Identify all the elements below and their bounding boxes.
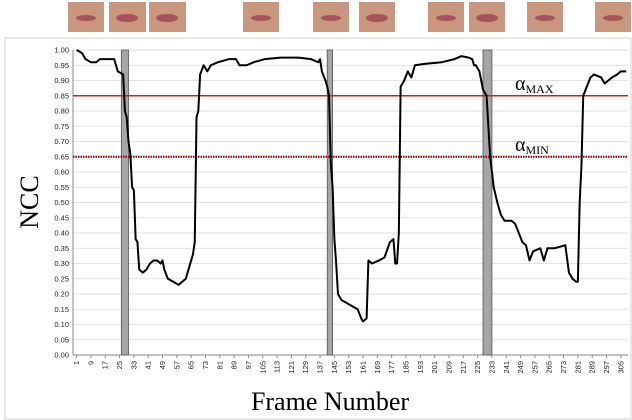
y-tick-label: 0.80 [54, 107, 69, 116]
x-tick-label: 225 [473, 361, 482, 374]
y-tick-label: 0.55 [54, 183, 69, 192]
y-tick-label: 1.00 [54, 46, 69, 55]
y-tick-label: 0.15 [54, 305, 69, 314]
x-tick-label: 145 [330, 361, 339, 374]
x-tick-label: 209 [444, 361, 453, 374]
x-tick-label: 185 [402, 361, 411, 374]
x-tick-label: 97 [244, 361, 253, 369]
chart: NCC Frame Number 0.00 0.05 0.10 0.15 0.20 0.2… [0, 0, 632, 420]
threshold-symbol: α [515, 73, 526, 95]
threshold-subscript: MAX [525, 82, 553, 96]
x-tick-label: 49 [158, 361, 167, 369]
y-tick-label: 0.30 [54, 259, 69, 268]
threshold-subscript: MIN [525, 143, 549, 157]
x-tick-label: 57 [172, 361, 181, 369]
x-tick-label: 177 [387, 361, 396, 374]
x-axis-label: Frame Number [251, 387, 409, 416]
x-tick-label: 169 [373, 361, 382, 374]
x-tick-label: 89 [230, 361, 239, 369]
x-tick-label: 41 [144, 361, 153, 369]
y-tick-label: 0.60 [54, 168, 69, 177]
x-tick-label: 9 [86, 361, 95, 365]
y-tick-label: 0.05 [54, 335, 69, 344]
x-tick-label: 153 [344, 361, 353, 374]
y-tick-label: 0.25 [54, 274, 69, 283]
x-tick-label: 281 [573, 361, 582, 374]
x-tick-label: 121 [287, 361, 296, 374]
x-tick-label: 73 [201, 361, 210, 369]
x-tick-label: 81 [215, 361, 224, 369]
x-tick-label: 297 [602, 361, 611, 374]
x-tick-label: 25 [115, 361, 124, 369]
thumbnails [68, 2, 631, 32]
x-tick-label: 161 [359, 361, 368, 374]
y-tick-label: 0.75 [54, 122, 69, 131]
y-tick-label: 0.70 [54, 137, 69, 146]
x-tick-label: 257 [530, 361, 539, 374]
x-tick-label: 1 [72, 361, 81, 365]
y-tick-label: 0.10 [54, 320, 69, 329]
y-tick-label: 0.65 [54, 152, 69, 161]
x-tick-label: 265 [545, 361, 554, 374]
x-tick-label: 65 [187, 361, 196, 369]
y-tick-label: 0.40 [54, 229, 69, 238]
x-tick-label: 105 [258, 361, 267, 374]
y-tick-label: 0.85 [54, 91, 69, 100]
y-tick-label: 0.45 [54, 213, 69, 222]
x-tick-label: 113 [273, 361, 282, 373]
page: NCC Frame Number 0.00 0.05 0.10 0.15 0.20 0.2… [0, 0, 632, 420]
threshold-symbol: α [515, 134, 526, 156]
x-tick-label: 241 [502, 361, 511, 374]
x-tick-label: 137 [316, 361, 325, 374]
x-tick-label: 17 [101, 361, 110, 369]
x-tick-label: 129 [301, 361, 310, 374]
x-tick-label: 217 [459, 361, 468, 374]
x-tick-label: 273 [559, 361, 568, 374]
y-tick-label: 0.90 [54, 76, 69, 85]
x-tick-label: 249 [516, 361, 525, 374]
x-tick-label: 305 [616, 361, 625, 374]
y-tick-label: 0.50 [54, 198, 69, 207]
y-tick-label: 0.00 [54, 351, 69, 360]
y-tick-label: 0.95 [54, 61, 69, 70]
x-tick-label: 233 [487, 361, 496, 374]
x-tick-label: 33 [129, 361, 138, 369]
y-axis-label: NCC [15, 175, 44, 228]
y-tick-label: 0.20 [54, 290, 69, 299]
y-tick-label: 0.35 [54, 244, 69, 253]
x-tick-label: 201 [430, 361, 439, 374]
x-tick-label: 289 [588, 361, 597, 374]
x-tick-label: 193 [416, 361, 425, 374]
